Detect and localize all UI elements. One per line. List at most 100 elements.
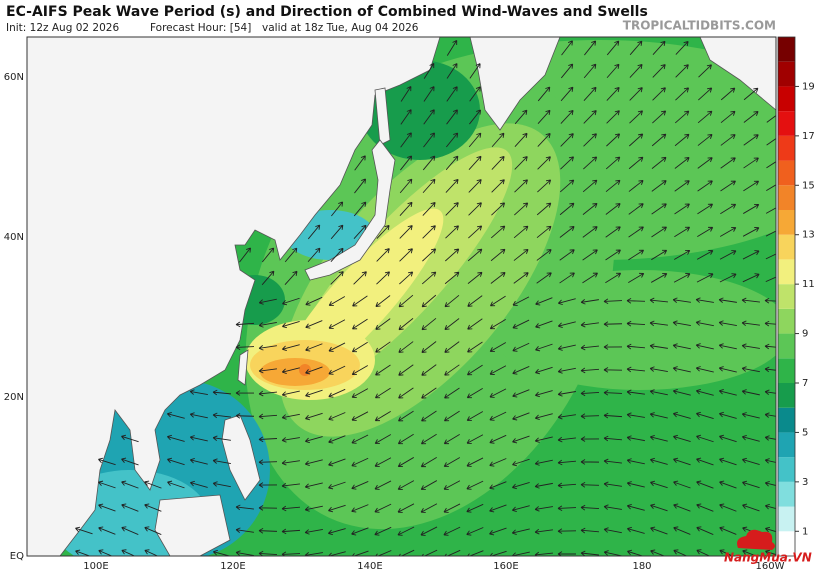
direction-arrow <box>651 249 668 261</box>
direction-arrow <box>603 458 622 465</box>
direction-arrow <box>189 435 208 442</box>
direction-arrow <box>212 412 231 419</box>
direction-arrow <box>351 434 369 444</box>
lon-label: 180 <box>632 561 651 572</box>
direction-arrow <box>557 344 576 351</box>
direction-arrow <box>742 273 760 283</box>
colorbar-swatch <box>778 284 795 309</box>
direction-arrow <box>258 345 277 351</box>
direction-arrow <box>580 482 600 488</box>
colorbar-frame <box>777 36 796 557</box>
direction-arrow <box>420 456 437 468</box>
direction-arrow <box>258 482 278 488</box>
direction-arrow <box>674 249 691 260</box>
direction-arrow <box>166 411 185 419</box>
direction-arrow <box>534 506 553 512</box>
direction-arrow <box>375 295 391 307</box>
direction-arrow <box>603 527 622 534</box>
direction-arrow <box>743 203 760 214</box>
direction-arrow <box>582 226 598 238</box>
direction-arrow <box>491 179 505 193</box>
direction-arrow <box>422 202 436 216</box>
direction-arrow <box>582 249 598 261</box>
direction-arrow <box>258 505 278 511</box>
direction-arrow <box>695 297 714 303</box>
direction-arrow <box>511 528 530 535</box>
direction-arrow <box>603 298 623 305</box>
direction-arrow <box>764 297 776 304</box>
direction-arrow <box>535 297 553 306</box>
direction-arrow <box>557 413 576 420</box>
direction-arrow <box>559 179 575 193</box>
direction-arrow <box>443 457 461 468</box>
valid-time: valid at 18z Tue, Aug 04 2026 <box>262 22 419 34</box>
direction-arrow <box>328 458 346 467</box>
direction-arrow <box>261 247 275 263</box>
direction-arrow <box>766 114 776 123</box>
colorbar-swatch <box>778 61 795 87</box>
direction-arrow <box>466 457 484 467</box>
direction-arrow <box>583 63 597 79</box>
direction-arrow <box>167 434 185 442</box>
direction-arrow <box>212 435 231 441</box>
colorbar-label: 7 <box>802 378 808 389</box>
direction-arrow <box>421 364 437 376</box>
direction-arrow <box>446 86 458 102</box>
direction-arrow <box>466 527 484 536</box>
direction-arrow <box>421 317 437 331</box>
direction-arrow <box>400 109 412 125</box>
direction-arrow <box>626 320 646 327</box>
direction-arrow <box>281 367 300 374</box>
direction-arrow <box>673 480 691 489</box>
direction-arrow <box>650 526 668 535</box>
direction-arrow <box>628 179 644 192</box>
direction-arrow <box>282 297 300 306</box>
direction-arrow <box>328 342 346 352</box>
direction-arrow <box>235 390 255 396</box>
direction-arrow <box>649 297 668 304</box>
direction-arrow <box>628 133 644 147</box>
direction-arrow <box>375 364 391 376</box>
direction-arrow <box>537 86 551 102</box>
direction-arrow <box>720 134 736 146</box>
colorbar-swatch <box>778 160 795 186</box>
direction-arrow <box>536 225 552 239</box>
direction-arrow <box>351 481 369 490</box>
direction-arrow <box>629 87 643 101</box>
direction-arrow <box>766 138 776 146</box>
direction-arrow <box>764 320 776 327</box>
direction-arrow <box>235 527 254 533</box>
direction-arrow <box>469 86 481 102</box>
direction-arrow <box>98 549 113 556</box>
direction-arrow <box>764 389 776 395</box>
direction-arrow <box>305 320 323 329</box>
direction-arrow <box>672 411 691 419</box>
direction-arrow <box>603 389 623 396</box>
direction-arrow <box>764 435 776 441</box>
direction-arrow <box>446 109 458 125</box>
direction-arrow <box>467 295 483 307</box>
direction-arrow <box>328 319 346 329</box>
direction-arrow <box>695 320 714 327</box>
direction-arrow <box>649 366 668 373</box>
direction-arrow <box>331 201 344 217</box>
watermark-icon <box>737 529 775 550</box>
direction-arrow <box>512 342 530 352</box>
colorbar-label: 1 <box>802 526 808 537</box>
direction-arrow <box>443 433 460 445</box>
lat-label: 40N <box>4 232 24 243</box>
direction-arrow <box>603 550 622 556</box>
colorbar-label: 5 <box>802 427 808 438</box>
direction-arrow <box>469 109 482 125</box>
colorbar-swatch <box>778 383 795 408</box>
direction-arrow <box>628 249 644 261</box>
direction-arrow <box>743 157 759 169</box>
direction-arrow <box>513 272 529 284</box>
direction-arrow <box>603 412 623 419</box>
direction-arrow <box>445 178 459 193</box>
direction-arrow <box>281 482 300 489</box>
direction-arrow <box>742 480 760 489</box>
direction-arrow <box>741 343 760 349</box>
direction-arrow <box>557 298 576 306</box>
direction-arrow <box>397 457 414 468</box>
